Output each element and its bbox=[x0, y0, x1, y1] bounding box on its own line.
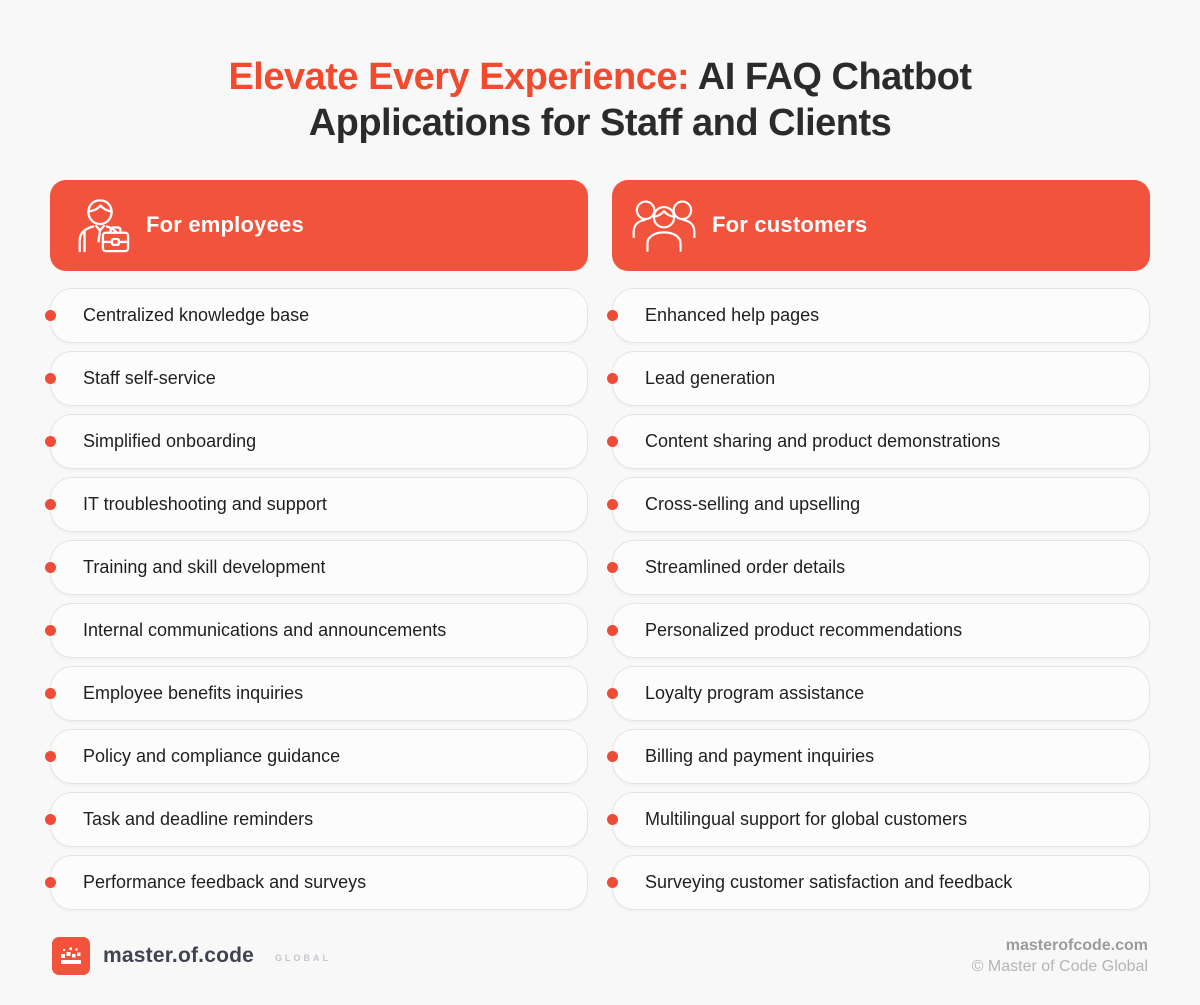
list-item: Content sharing and product demonstratio… bbox=[607, 413, 1150, 469]
bullet-dot-icon bbox=[607, 624, 618, 636]
list-item: Training and skill development bbox=[45, 539, 588, 595]
list-item: Centralized knowledge base bbox=[45, 287, 588, 343]
list-item-label: Content sharing and product demonstratio… bbox=[645, 430, 1001, 451]
list-item-label: Cross-selling and upselling bbox=[645, 493, 861, 514]
customers-column: For customers Enhanced help pages Lead g… bbox=[607, 179, 1150, 910]
bullet-dot-icon bbox=[45, 876, 56, 888]
list-item-label: Employee benefits inquiries bbox=[83, 682, 304, 703]
list-item: Billing and payment inquiries bbox=[607, 728, 1150, 784]
columns-wrapper: For employees Centralized knowledge base… bbox=[0, 179, 1200, 910]
bullet-dot-icon bbox=[607, 813, 618, 825]
bullet-dot-icon bbox=[607, 561, 618, 573]
pixel-crown-icon bbox=[52, 937, 90, 976]
list-item-label: Multilingual support for global customer… bbox=[645, 808, 968, 829]
list-item-label: Loyalty program assistance bbox=[645, 682, 865, 703]
list-item-label: IT troubleshooting and support bbox=[83, 493, 327, 514]
bullet-dot-icon bbox=[45, 813, 56, 825]
list-item-label: Enhanced help pages bbox=[645, 304, 820, 325]
list-item-label: Personalized product recommendations bbox=[645, 619, 963, 640]
bullet-dot-icon bbox=[45, 372, 56, 384]
list-item: Personalized product recommendations bbox=[607, 602, 1150, 658]
list-item: Loyalty program assistance bbox=[607, 665, 1150, 721]
list-item-label: Performance feedback and surveys bbox=[83, 871, 367, 892]
title-line-1: Elevate Every Experience: AI FAQ Chatbot bbox=[0, 54, 1200, 100]
list-item-label: Internal communications and announcement… bbox=[83, 619, 447, 640]
list-item-label: Streamlined order details bbox=[645, 556, 846, 577]
list-item: Streamlined order details bbox=[607, 539, 1150, 595]
website-text: masterofcode.com bbox=[1005, 936, 1148, 954]
list-item-label: Simplified onboarding bbox=[83, 430, 257, 451]
bullet-dot-icon bbox=[45, 687, 56, 699]
list-item: Simplified onboarding bbox=[45, 413, 588, 469]
bullet-dot-icon bbox=[607, 876, 618, 888]
bullet-dot-icon bbox=[607, 687, 618, 699]
list-item-label: Training and skill development bbox=[83, 556, 326, 577]
brand-suffix: GLOBAL bbox=[275, 952, 332, 963]
bullet-dot-icon bbox=[607, 309, 618, 321]
list-item: Staff self-service bbox=[45, 350, 588, 406]
bullet-dot-icon bbox=[45, 498, 56, 510]
column-header-label: For employees bbox=[146, 212, 304, 238]
employee-briefcase-icon bbox=[68, 196, 132, 254]
bullet-dot-icon bbox=[45, 561, 56, 573]
list-item: Surveying customer satisfaction and feed… bbox=[607, 854, 1150, 910]
copyright-text: © Master of Code Global bbox=[971, 957, 1148, 975]
bullet-dot-icon bbox=[45, 309, 56, 321]
list-item: Employee benefits inquiries bbox=[45, 665, 588, 721]
list-item: Multilingual support for global customer… bbox=[607, 791, 1150, 847]
list-item: Performance feedback and surveys bbox=[45, 854, 588, 910]
list-item-label: Lead generation bbox=[645, 367, 776, 388]
employees-column: For employees Centralized knowledge base… bbox=[45, 179, 588, 910]
title-line-2: Applications for Staff and Clients bbox=[308, 102, 892, 145]
bullet-dot-icon bbox=[607, 435, 618, 447]
brand-name: master.of.code bbox=[103, 944, 255, 968]
list-item: Enhanced help pages bbox=[607, 287, 1150, 343]
list-item-label: Policy and compliance guidance bbox=[83, 745, 341, 766]
bullet-dot-icon bbox=[607, 750, 618, 762]
list-item: Internal communications and announcement… bbox=[45, 602, 588, 658]
employees-header-card: For employees bbox=[50, 179, 588, 271]
footer: master.of.code GLOBAL masterofcode.com ©… bbox=[52, 936, 1148, 977]
list-item: Task and deadline reminders bbox=[45, 791, 588, 847]
bullet-dot-icon bbox=[45, 624, 56, 636]
brand-logo: master.of.code GLOBAL bbox=[52, 937, 332, 976]
title-accent: Elevate Every Experience: bbox=[228, 56, 690, 98]
column-header-label: For customers bbox=[712, 212, 868, 238]
page-title: Elevate Every Experience: AI FAQ Chatbot… bbox=[0, 0, 1200, 147]
list-item-label: Task and deadline reminders bbox=[83, 808, 314, 829]
title-rest: AI FAQ Chatbot bbox=[689, 56, 972, 98]
customers-group-icon bbox=[630, 197, 698, 253]
list-item: Policy and compliance guidance bbox=[45, 728, 588, 784]
customers-list: Enhanced help pages Lead generation Cont… bbox=[607, 287, 1150, 910]
list-item: Cross-selling and upselling bbox=[607, 476, 1150, 532]
list-item-label: Centralized knowledge base bbox=[83, 304, 310, 325]
customers-header-card: For customers bbox=[612, 179, 1150, 271]
list-item: IT troubleshooting and support bbox=[45, 476, 588, 532]
employees-list: Centralized knowledge base Staff self-se… bbox=[45, 287, 588, 910]
list-item: Lead generation bbox=[607, 350, 1150, 406]
footer-credits: masterofcode.com © Master of Code Global bbox=[972, 936, 1148, 977]
list-item-label: Surveying customer satisfaction and feed… bbox=[645, 871, 1013, 892]
bullet-dot-icon bbox=[45, 750, 56, 762]
bullet-dot-icon bbox=[607, 498, 618, 510]
bullet-dot-icon bbox=[45, 435, 56, 447]
list-item-label: Billing and payment inquiries bbox=[645, 745, 875, 766]
bullet-dot-icon bbox=[607, 372, 618, 384]
list-item-label: Staff self-service bbox=[83, 367, 216, 388]
